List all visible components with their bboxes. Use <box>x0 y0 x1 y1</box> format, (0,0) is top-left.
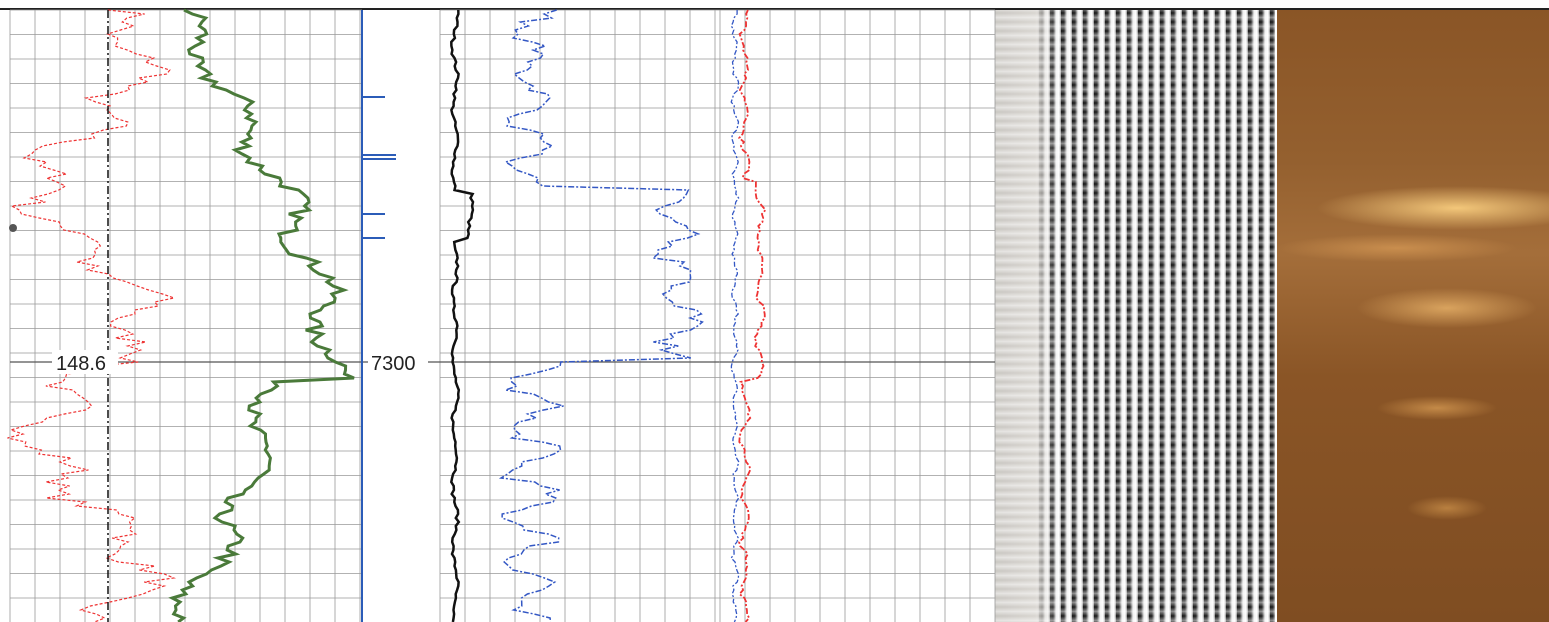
top-border <box>0 8 1549 10</box>
label-bg <box>52 350 118 374</box>
curve-blue-2 <box>730 10 740 622</box>
marker <box>9 224 17 232</box>
curve-green <box>168 8 355 622</box>
label-bg <box>368 350 428 374</box>
depth-ticks <box>362 96 396 239</box>
curve-red-2 <box>737 9 767 622</box>
seismic-track <box>995 8 1275 622</box>
curve-value-label: 148.6 <box>56 353 106 375</box>
image-track <box>1277 8 1549 622</box>
curve-red <box>7 9 177 622</box>
depth-label: 7300 <box>371 353 416 375</box>
curves <box>7 8 767 622</box>
curve-black <box>449 9 475 622</box>
grid <box>9 9 996 622</box>
curve-blue <box>498 9 704 622</box>
